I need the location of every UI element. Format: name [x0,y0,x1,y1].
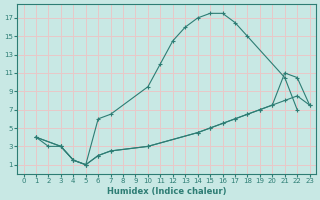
X-axis label: Humidex (Indice chaleur): Humidex (Indice chaleur) [107,187,226,196]
